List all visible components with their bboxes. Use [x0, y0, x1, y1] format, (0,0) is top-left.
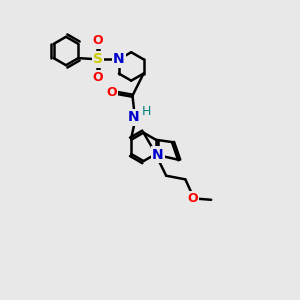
Text: N: N: [152, 148, 164, 162]
Text: O: O: [93, 71, 103, 84]
Text: N: N: [128, 110, 139, 124]
Text: H: H: [142, 105, 151, 119]
Text: O: O: [106, 85, 117, 98]
Text: O: O: [93, 34, 103, 47]
Text: S: S: [93, 52, 103, 66]
Text: O: O: [188, 192, 198, 205]
Text: N: N: [113, 52, 125, 66]
